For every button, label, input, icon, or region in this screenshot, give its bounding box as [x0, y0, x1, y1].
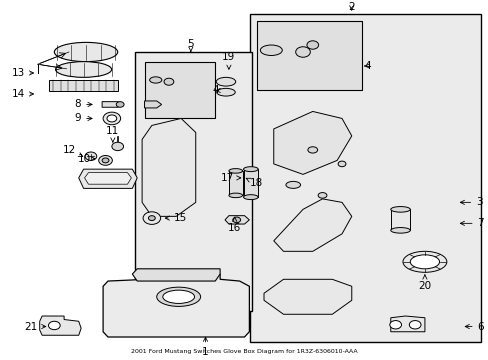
Circle shape [143, 212, 160, 224]
Ellipse shape [285, 181, 300, 188]
Polygon shape [273, 199, 351, 251]
Text: 1: 1 [202, 337, 208, 357]
Circle shape [102, 158, 109, 163]
Ellipse shape [216, 88, 235, 96]
Polygon shape [228, 171, 242, 195]
Ellipse shape [390, 207, 409, 212]
Text: 2: 2 [348, 2, 354, 12]
Ellipse shape [390, 228, 409, 233]
Text: 19: 19 [222, 53, 235, 69]
Circle shape [99, 156, 112, 165]
Text: 12: 12 [63, 145, 82, 157]
Polygon shape [273, 112, 351, 174]
Text: 2001 Ford Mustang Switches Glove Box Diagram for 1R3Z-6306010-AAA: 2001 Ford Mustang Switches Glove Box Dia… [131, 350, 357, 355]
Bar [250, 14, 480, 342]
Circle shape [162, 285, 189, 305]
Ellipse shape [157, 287, 200, 306]
Ellipse shape [149, 77, 162, 83]
Polygon shape [144, 101, 161, 108]
Bar [49, 80, 118, 91]
Ellipse shape [228, 193, 242, 198]
Circle shape [107, 115, 117, 122]
Ellipse shape [260, 45, 282, 55]
Circle shape [103, 112, 121, 125]
Text: 16: 16 [228, 217, 241, 233]
Text: 4: 4 [363, 61, 370, 71]
Bar [135, 52, 251, 311]
Text: 4: 4 [212, 85, 220, 95]
Ellipse shape [228, 168, 242, 173]
Text: 10: 10 [78, 154, 95, 164]
Polygon shape [264, 279, 351, 314]
Text: 18: 18 [246, 178, 262, 188]
Circle shape [306, 41, 318, 49]
Ellipse shape [56, 62, 111, 77]
Text: 13: 13 [11, 68, 34, 78]
Text: 8: 8 [74, 99, 92, 109]
Bar [256, 21, 361, 90]
Polygon shape [103, 272, 249, 337]
Circle shape [157, 281, 195, 309]
Polygon shape [102, 102, 123, 107]
Text: 14: 14 [11, 89, 34, 99]
Circle shape [112, 142, 123, 150]
Circle shape [163, 78, 173, 85]
Ellipse shape [216, 77, 235, 86]
Ellipse shape [402, 251, 446, 272]
Text: 5: 5 [187, 39, 194, 51]
Circle shape [408, 320, 420, 329]
Polygon shape [84, 173, 131, 184]
Circle shape [389, 320, 401, 329]
Text: 21: 21 [24, 321, 46, 332]
Ellipse shape [54, 42, 118, 62]
Bar [144, 63, 215, 118]
Circle shape [232, 217, 240, 222]
Circle shape [116, 102, 124, 107]
Text: 17: 17 [220, 173, 240, 183]
Polygon shape [390, 316, 424, 332]
Polygon shape [79, 169, 137, 188]
Ellipse shape [318, 193, 326, 198]
Polygon shape [40, 316, 81, 335]
Text: 6: 6 [464, 321, 483, 332]
Text: 15: 15 [165, 213, 187, 223]
Ellipse shape [243, 195, 258, 199]
Circle shape [148, 216, 155, 221]
Text: 3: 3 [459, 197, 482, 207]
Ellipse shape [163, 290, 194, 303]
Polygon shape [224, 216, 249, 224]
Text: 11: 11 [106, 126, 119, 142]
Text: 9: 9 [74, 113, 92, 123]
Ellipse shape [337, 161, 345, 167]
Circle shape [85, 152, 97, 161]
Ellipse shape [409, 255, 439, 269]
Polygon shape [142, 118, 195, 216]
Polygon shape [243, 169, 258, 197]
Text: 7: 7 [459, 219, 483, 228]
Text: 20: 20 [418, 275, 430, 291]
Polygon shape [132, 269, 220, 281]
Circle shape [295, 47, 310, 57]
Ellipse shape [243, 167, 258, 172]
Circle shape [48, 321, 60, 330]
Polygon shape [390, 210, 409, 230]
Ellipse shape [307, 147, 317, 153]
